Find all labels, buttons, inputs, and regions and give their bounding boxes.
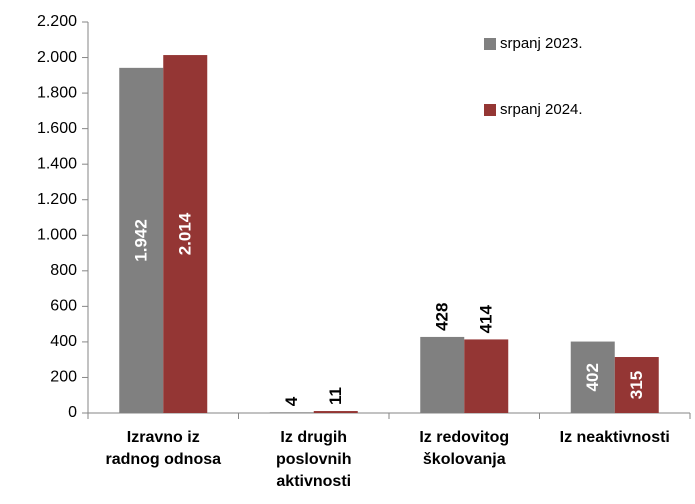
bar (420, 336, 465, 413)
y-tick-label: 1.200 (37, 191, 77, 208)
data-label: 414 (477, 305, 496, 334)
x-tick-label: Iz neaktivnosti (559, 429, 670, 446)
legend-swatch (484, 104, 496, 116)
y-tick-label: 2.000 (37, 49, 77, 66)
x-tick-label: Izravno iz radnog odnosa (105, 429, 222, 468)
y-tick-label: 800 (50, 262, 77, 279)
x-tick-label: Iz drugih poslovnih aktivnosti (275, 429, 352, 490)
bar (614, 357, 659, 413)
y-tick-label: 400 (50, 333, 77, 350)
y-tick-label: 1.000 (37, 226, 77, 243)
data-label: 1.942 (132, 219, 151, 262)
y-tick-label: 0 (68, 404, 77, 421)
bar (313, 411, 358, 413)
data-label: 428 (433, 303, 452, 331)
legend-swatch (484, 38, 496, 50)
y-tick-label: 600 (50, 298, 77, 315)
bar (163, 55, 208, 413)
bar (464, 339, 509, 413)
y-tick-label: 1.800 (37, 84, 77, 101)
data-label: 4 (282, 396, 301, 406)
data-label: 11 (326, 387, 345, 405)
legend-label: srpanj 2024. (500, 101, 583, 118)
y-tick-label: 2.200 (37, 13, 77, 30)
y-tick-label: 1.600 (37, 120, 77, 137)
x-tick-label: Iz redovitog školovanja (419, 429, 510, 468)
legend-label: srpanj 2023. (500, 35, 583, 52)
y-tick-label: 200 (50, 369, 77, 386)
bar (570, 341, 615, 413)
bar (269, 412, 314, 413)
bar (119, 67, 164, 413)
data-label: 315 (627, 371, 646, 399)
data-label: 402 (583, 363, 602, 391)
y-tick-label: 1.400 (37, 155, 77, 172)
data-label: 2.014 (176, 212, 195, 255)
